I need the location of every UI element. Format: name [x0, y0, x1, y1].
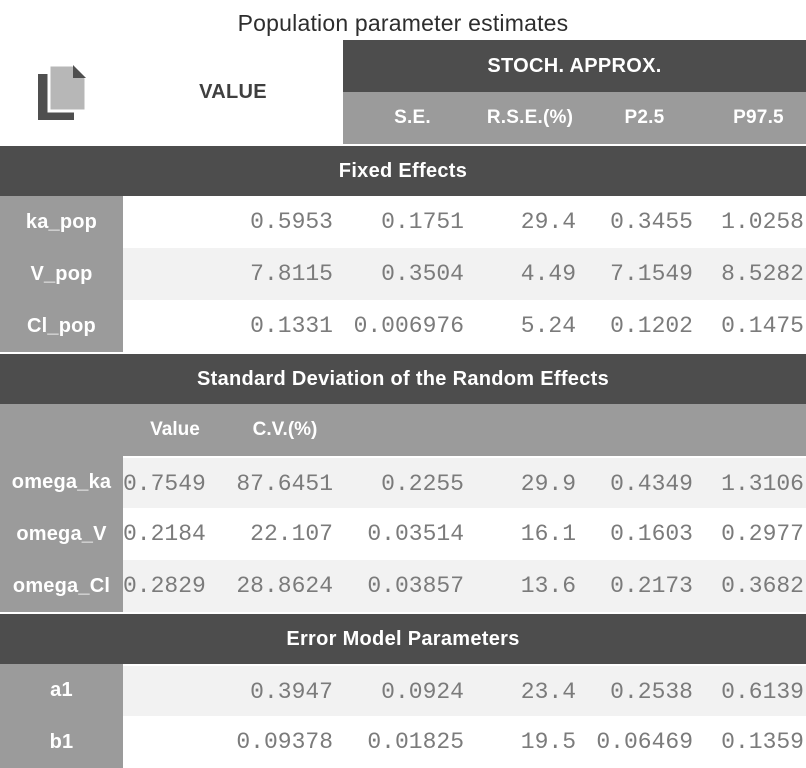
param-name: V_pop: [0, 248, 123, 300]
cell-p2-5: 0.1202: [578, 300, 695, 352]
column-header-rse: R.S.E.(%): [466, 92, 578, 144]
column-header-p97-5: P97.5: [695, 92, 806, 144]
cell-value: 0.5953: [123, 196, 343, 248]
column-header-p2-5: P2.5: [578, 92, 695, 144]
cell-se: 0.0924: [343, 664, 466, 718]
copy-icon: [37, 63, 87, 120]
table-row-b1: b1 0.09378 0.01825 19.5 0.06469 0.1359: [0, 716, 806, 768]
cell-value: 0.09378: [123, 716, 343, 768]
table-row-a1: a1 0.3947 0.0924 23.4 0.2538 0.6139: [0, 664, 806, 718]
cell-p97-5: 0.1359: [695, 716, 806, 768]
cell-se: 0.03857: [343, 560, 466, 612]
copy-icon-fold-corner: [72, 64, 86, 78]
param-name: b1: [0, 716, 123, 768]
column-group-header-stoch-approx: STOCH. APPROX.: [343, 40, 806, 92]
cell-p2-5: 0.2538: [578, 664, 695, 718]
cell-rse: 29.4: [466, 196, 578, 248]
subheader-cv: C.V.(%): [252, 419, 318, 440]
cell-se: 0.2255: [343, 456, 466, 510]
section-heading-random-effects: Standard Deviation of the Random Effects: [0, 354, 806, 404]
param-name: omega_ka: [0, 456, 123, 510]
param-name: Cl_pop: [0, 300, 123, 352]
copy-icon-front-page: [47, 63, 87, 112]
cell-value: 0.3947: [123, 664, 343, 718]
cell-se: 0.03514: [343, 508, 466, 560]
cell-cv: 28.8624: [211, 560, 343, 612]
table-row-omega-ka: omega_ka 0.7549 87.6451 0.2255 29.9 0.43…: [0, 456, 806, 510]
param-name: ka_pop: [0, 196, 123, 248]
cell-rse: 19.5: [466, 716, 578, 768]
random-effects-subheader: Value C.V.(%): [0, 404, 806, 456]
cell-rse: 13.6: [466, 560, 578, 612]
cell-p97-5: 1.3106: [695, 456, 806, 510]
subheader-spacer: [343, 404, 806, 456]
cell-value: 0.2829: [123, 560, 211, 612]
cell-p97-5: 0.6139: [695, 664, 806, 718]
param-name: omega_Cl: [0, 560, 123, 612]
cell-value: 0.2184: [123, 508, 211, 560]
cell-se: 0.006976: [343, 300, 466, 352]
cell-value: 0.7549: [123, 456, 211, 510]
param-name: omega_V: [0, 508, 123, 560]
cell-p2-5: 0.2173: [578, 560, 695, 612]
cell-value: 0.1331: [123, 300, 343, 352]
table-row-omega-cl: omega_Cl 0.2829 28.8624 0.03857 13.6 0.2…: [0, 560, 806, 612]
column-header-value: VALUE: [123, 40, 343, 144]
table-row-omega-v: omega_V 0.2184 22.107 0.03514 16.1 0.160…: [0, 508, 806, 560]
table-row-v-pop: V_pop 7.8115 0.3504 4.49 7.1549 8.5282: [0, 248, 806, 300]
page-title: Population parameter estimates: [237, 10, 569, 36]
cell-p97-5: 1.0258: [695, 196, 806, 248]
cell-p2-5: 0.06469: [578, 716, 695, 768]
table-row-ka-pop: ka_pop 0.5953 0.1751 29.4 0.3455 1.0258: [0, 196, 806, 248]
cell-p2-5: 0.3455: [578, 196, 695, 248]
cell-p97-5: 0.2977: [695, 508, 806, 560]
table-header: VALUE STOCH. APPROX. S.E. R.S.E.(%) P2.5…: [0, 40, 806, 144]
cell-se: 0.3504: [343, 248, 466, 300]
cell-cv: 87.6451: [211, 456, 343, 510]
section-heading-fixed-effects: Fixed Effects: [0, 146, 806, 196]
section-heading-error-model: Error Model Parameters: [0, 614, 806, 664]
cell-cv: 22.107: [211, 508, 343, 560]
cell-rse: 16.1: [466, 508, 578, 560]
cell-p97-5: 0.1475: [695, 300, 806, 352]
cell-p2-5: 0.4349: [578, 456, 695, 510]
cell-p97-5: 0.3682: [695, 560, 806, 612]
copy-table-button[interactable]: [0, 40, 123, 144]
cell-rse: 5.24: [466, 300, 578, 352]
cell-se: 0.01825: [343, 716, 466, 768]
cell-rse: 4.49: [466, 248, 578, 300]
cell-p2-5: 7.1549: [578, 248, 695, 300]
table-row-cl-pop: Cl_pop 0.1331 0.006976 5.24 0.1202 0.147…: [0, 300, 806, 352]
cell-rse: 29.9: [466, 456, 578, 510]
param-name: a1: [0, 664, 123, 718]
cell-p2-5: 0.1603: [578, 508, 695, 560]
cell-se: 0.1751: [343, 196, 466, 248]
subheader-spacer: [0, 404, 123, 456]
column-header-se: S.E.: [343, 92, 466, 144]
subheader-value: Value: [150, 419, 200, 440]
cell-rse: 23.4: [466, 664, 578, 718]
cell-p97-5: 8.5282: [695, 248, 806, 300]
cell-value: 7.8115: [123, 248, 343, 300]
